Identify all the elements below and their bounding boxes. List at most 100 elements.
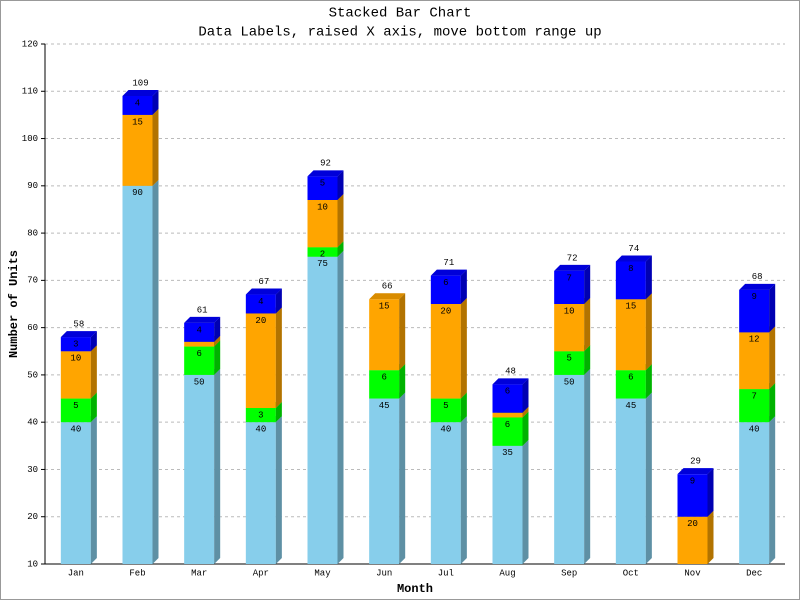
segment-side (769, 383, 776, 423)
segment-top-shade (184, 316, 221, 323)
bar-segment (677, 468, 714, 517)
bar-segment (60, 331, 97, 352)
segment-side-shade (769, 283, 776, 333)
data-label: 3 (73, 339, 78, 349)
bar-segment (307, 250, 344, 564)
x-tick-label: Mar (191, 568, 207, 578)
segment-side-shade (152, 179, 159, 564)
total-label: 92 (320, 159, 331, 169)
segment-side-shade (769, 416, 776, 564)
data-label: 15 (625, 302, 636, 312)
segment-side (584, 264, 591, 304)
segment-front (492, 384, 523, 413)
segment-front (184, 346, 215, 375)
data-label: 9 (751, 292, 756, 302)
segment-side-shade (214, 316, 221, 342)
segment-side (645, 293, 652, 371)
data-label: 50 (194, 377, 205, 387)
data-label: 45 (379, 401, 390, 411)
segment-side (460, 269, 467, 304)
data-label: 2 (320, 250, 325, 260)
segment-top (615, 255, 652, 262)
segment-side (152, 108, 159, 186)
segment-top-shade (615, 255, 652, 262)
data-label: 40 (255, 425, 266, 435)
bar-segment (492, 378, 529, 413)
segment-top (739, 283, 776, 290)
y-tick-label: 120 (22, 39, 38, 49)
segment-side-shade (645, 255, 652, 300)
segment-side-shade (399, 364, 406, 399)
x-tick-label: Sep (561, 568, 577, 578)
segment-front (430, 422, 461, 564)
segment-side-shade (522, 411, 529, 446)
x-tick-label: Nov (684, 568, 701, 578)
segment-side-shade (90, 331, 97, 352)
segment-side-shade (707, 510, 714, 564)
segment-side (214, 335, 221, 347)
data-label: 15 (379, 302, 390, 312)
total-label: 29 (690, 457, 701, 467)
data-label: 10 (564, 306, 575, 316)
segment-front (739, 289, 770, 333)
segment-front (307, 256, 338, 564)
segment-side (337, 170, 344, 200)
x-axis-title: Month (397, 582, 433, 596)
data-label: 40 (749, 425, 760, 435)
segment-side-shade (90, 416, 97, 564)
data-label: 7 (751, 391, 756, 401)
y-tick-label: 30 (27, 465, 38, 475)
segment-top (122, 90, 159, 96)
x-tick-label: Aug (499, 568, 515, 578)
segment-side (769, 283, 776, 333)
segment-front (245, 422, 276, 564)
segment-front (554, 351, 585, 375)
segment-side-shade (460, 269, 467, 304)
y-tick-label: 20 (27, 512, 38, 522)
data-label: 3 (258, 410, 263, 420)
segment-side (769, 416, 776, 564)
segment-side (460, 416, 467, 564)
segment-top (492, 378, 529, 385)
data-label: 45 (625, 401, 636, 411)
data-label: 5 (320, 179, 325, 189)
segment-side (337, 250, 344, 564)
segment-top-shade (245, 288, 282, 295)
segment-side-shade (275, 402, 282, 423)
bar-segment (122, 179, 159, 564)
segment-side (214, 340, 221, 375)
segment-top (245, 288, 282, 295)
data-label: 7 (566, 273, 571, 283)
total-label: 74 (628, 244, 639, 254)
x-tick-label: Oct (623, 568, 639, 578)
x-tick-label: May (314, 568, 331, 578)
data-label: 40 (440, 425, 451, 435)
segment-front (60, 337, 91, 352)
segment-top-shade (369, 293, 406, 300)
data-label: 90 (132, 188, 143, 198)
segment-side (275, 416, 282, 564)
segment-side (90, 331, 97, 352)
segment-side (522, 439, 529, 564)
segment-front (677, 474, 708, 517)
x-tick-label: Apr (253, 568, 269, 578)
data-label: 5 (566, 354, 571, 364)
segment-front (369, 299, 400, 371)
total-label: 67 (258, 277, 269, 287)
segment-front (492, 445, 523, 564)
segment-side-shade (522, 406, 529, 418)
segment-front (430, 304, 461, 399)
segment-side-shade (645, 392, 652, 564)
data-label: 20 (687, 519, 698, 529)
segment-side (90, 392, 97, 423)
segment-front (122, 114, 153, 186)
y-tick-label: 50 (27, 370, 38, 380)
bar-segment (677, 510, 714, 564)
segment-side (337, 194, 344, 248)
segment-front (60, 422, 91, 564)
segment-side-shade (275, 416, 282, 564)
segment-front (184, 322, 215, 342)
segment-top-shade (430, 269, 467, 276)
y-tick-label: 40 (27, 418, 38, 428)
total-label: 109 (132, 78, 148, 88)
